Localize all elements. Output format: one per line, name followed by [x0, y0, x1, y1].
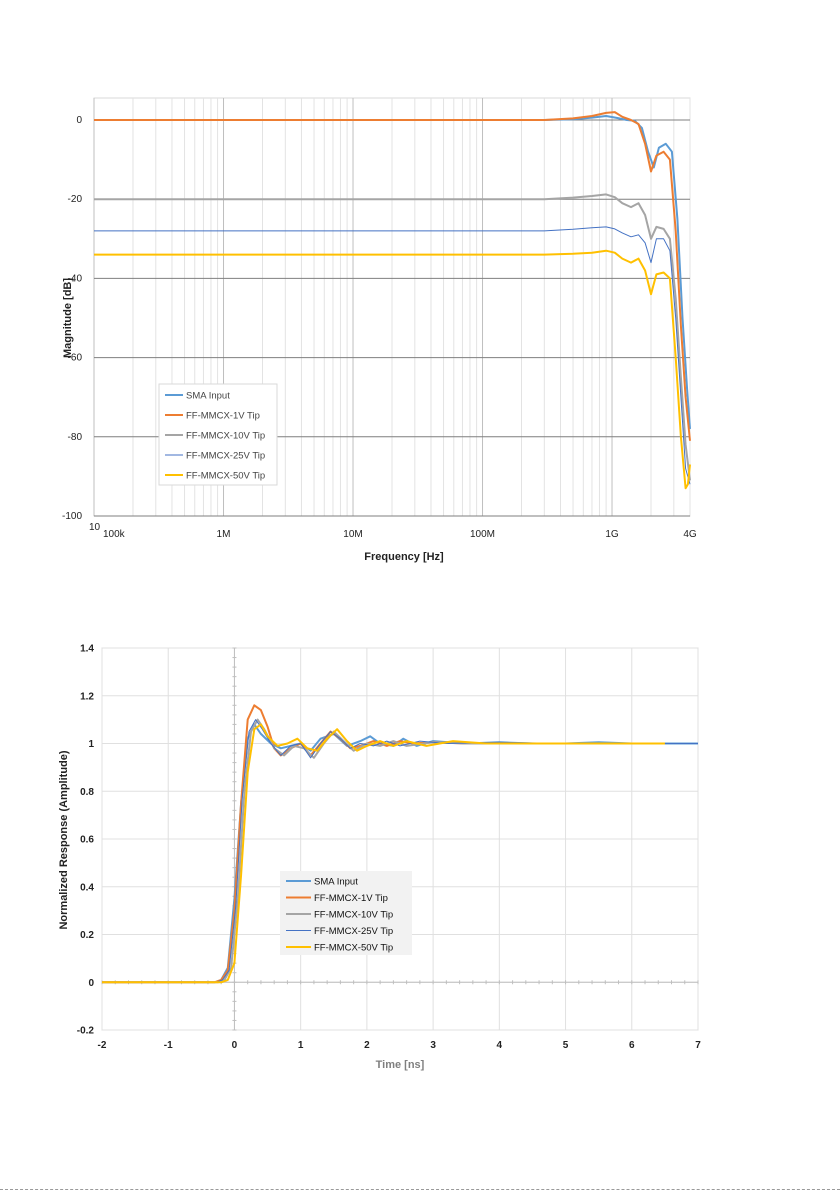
- series-line: [94, 111, 691, 441]
- y-axis-label: Magnitude [dB]: [62, 278, 74, 358]
- x-tick-label: 6: [629, 1040, 635, 1051]
- legend-label: FF-MMCX-50V Tip: [314, 943, 393, 954]
- series-lines: [94, 111, 691, 490]
- series-lines: [102, 704, 698, 984]
- y-tick-label: 0: [88, 978, 94, 989]
- response-chart: 1.4 1.2 1 0.8 0.6 0.4 0.2 0 -0.2 -2 -1 0 1 2 3 4 5 6 7 Ti…: [58, 644, 701, 1072]
- x-tick-label: 1M: [217, 529, 231, 540]
- legend-label: SMA Input: [186, 391, 230, 402]
- magnitude-chart: 0 -20 -40 -60 -80 -100 100k 1M 10M 100M 1G 4G 10 F…: [62, 97, 697, 563]
- grid: [101, 647, 699, 1031]
- legend-label: FF-MMCX-1V Tip: [186, 411, 260, 422]
- y-axis-label: Normalized Response (Amplitude): [58, 750, 70, 929]
- y-tick-labels: 0 -20 -40 -60 -80 -100: [62, 115, 82, 522]
- x-tick-label: 5: [563, 1040, 569, 1051]
- series-line: [94, 249, 691, 490]
- y-tick-label: 1.4: [80, 644, 94, 655]
- series-line: [102, 718, 665, 984]
- x-tick-label: 7: [695, 1040, 701, 1051]
- y-tick-label: -20: [68, 194, 83, 205]
- x-tick-label: 3: [430, 1040, 436, 1051]
- y-tick-label: 0: [76, 115, 82, 126]
- legend: SMA Input FF-MMCX-1V Tip FF-MMCX-10V Tip FF…: [158, 383, 278, 486]
- legend-label: FF-MMCX-50V Tip: [186, 471, 265, 482]
- legend: SMA Input FF-MMCX-1V Tip FF-MMCX-10V Tip FF…: [280, 871, 412, 955]
- x-tick-labels: 100k 1M 10M 100M 1G 4G: [103, 529, 697, 540]
- series-line: [94, 115, 691, 429]
- y-tick-label: 1: [88, 739, 94, 750]
- legend-label: FF-MMCX-25V Tip: [314, 926, 393, 937]
- legend-label: FF-MMCX-10V Tip: [314, 910, 393, 921]
- legend-label: FF-MMCX-10V Tip: [186, 431, 265, 442]
- y-tick-labels: 1.4 1.2 1 0.8 0.6 0.4 0.2 0 -0.2: [77, 644, 95, 1037]
- y-tick-label: 1.2: [80, 691, 94, 702]
- x-tick-label: 4: [497, 1040, 503, 1051]
- y-tick-label: -40: [68, 273, 83, 284]
- y-tick-label: -80: [68, 432, 83, 443]
- x-tick-label: 100M: [470, 529, 495, 540]
- stray-tick-label: 10: [89, 522, 101, 533]
- legend-label: FF-MMCX-25V Tip: [186, 451, 265, 462]
- y-tick-label: -60: [68, 353, 83, 364]
- x-tick-label: 2: [364, 1040, 370, 1051]
- series-line: [94, 193, 691, 481]
- y-tick-label: -100: [62, 511, 82, 522]
- y-tick-label: 0.2: [80, 930, 94, 941]
- x-tick-label: 1: [298, 1040, 304, 1051]
- legend-label: FF-MMCX-1V Tip: [314, 893, 388, 904]
- x-tick-label: 1G: [605, 529, 619, 540]
- series-line: [94, 226, 691, 485]
- x-axis-label: Frequency [Hz]: [364, 551, 444, 563]
- x-axis-label: Time [ns]: [376, 1059, 425, 1071]
- x-tick-label: 10M: [343, 529, 362, 540]
- legend-label: SMA Input: [314, 877, 358, 888]
- x-tick-label: 100k: [103, 529, 126, 540]
- series-line: [102, 723, 665, 984]
- page-bottom-rule: [0, 1189, 840, 1190]
- y-tick-label: 0.6: [80, 835, 94, 846]
- x-tick-label: -2: [98, 1040, 107, 1051]
- y-tick-label: -0.2: [77, 1026, 95, 1037]
- x-tick-labels: -2 -1 0 1 2 3 4 5 6 7: [98, 1040, 702, 1051]
- x-tick-label: -1: [164, 1040, 173, 1051]
- x-tick-label: 4G: [683, 529, 697, 540]
- y-tick-label: 0.8: [80, 787, 94, 798]
- x-tick-label: 0: [232, 1040, 238, 1051]
- y-tick-label: 0.4: [80, 882, 94, 893]
